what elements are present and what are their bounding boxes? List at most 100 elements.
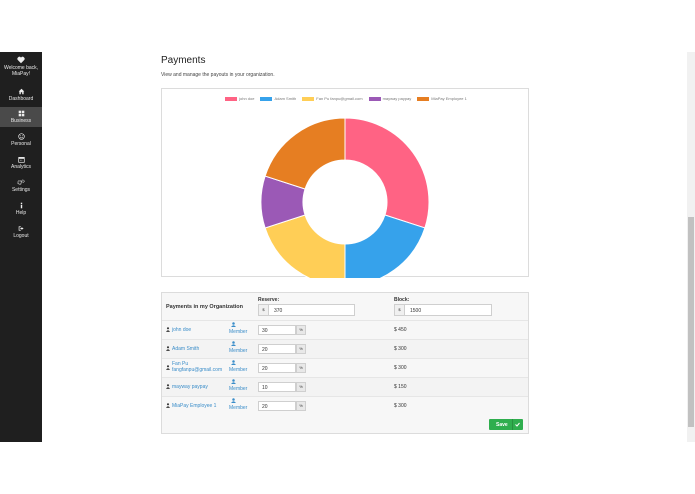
- save-button[interactable]: Save: [489, 419, 523, 430]
- calendar-icon: [17, 157, 25, 163]
- legend-label: Fan Pu fanpu@gmail.com: [316, 96, 363, 101]
- legend-entry[interactable]: john doe: [225, 96, 254, 101]
- sidebar: Welcome back, MiaPay! Dashboard Business…: [0, 52, 42, 442]
- payout-amount: $ 450: [394, 327, 407, 333]
- legend-entry[interactable]: MiaPay Employee 1: [417, 96, 467, 101]
- percent-input[interactable]: 20: [258, 344, 296, 354]
- gears-icon: [17, 179, 25, 185]
- sidebar-item-personal[interactable]: Personal: [0, 131, 42, 149]
- smiley-icon: [17, 133, 25, 140]
- member-icon: [231, 360, 236, 365]
- reserve-input[interactable]: 370: [258, 304, 355, 316]
- sidebar-item-label: Analytics: [10, 164, 31, 170]
- table-row: Adam Smith Member 20% $ 300: [162, 339, 528, 358]
- sidebar-item-label: Dashboard: [8, 96, 34, 102]
- user-name-link[interactable]: Fan Pu fangfanpu@gmail.com: [172, 361, 223, 373]
- legend-swatch: [417, 96, 430, 101]
- user-icon: [166, 327, 170, 332]
- payout-amount: $ 150: [394, 384, 407, 390]
- sidebar-item-dashboard[interactable]: Dashboard: [0, 86, 42, 104]
- percent-input[interactable]: 30: [258, 325, 296, 335]
- member-icon: [231, 341, 236, 346]
- legend-swatch: [260, 96, 273, 101]
- member-icon: [231, 398, 236, 403]
- user-name-link[interactable]: mayway paypay: [172, 384, 208, 390]
- sidebar-item-label: Settings: [11, 187, 31, 193]
- block-currency-addon: $: [394, 304, 405, 316]
- user-icon: [166, 403, 170, 408]
- info-icon: [20, 202, 22, 209]
- save-label: Save: [496, 422, 508, 428]
- payout-amount: $ 300: [394, 346, 407, 352]
- donut-slice[interactable]: [344, 214, 426, 278]
- payments-heading: Payments in my Organization: [166, 304, 244, 310]
- legend-entry[interactable]: mayway paypay: [368, 96, 412, 101]
- sidebar-item-business[interactable]: Business: [0, 107, 42, 127]
- member-badge: Member: [229, 348, 248, 354]
- percent-input[interactable]: 20: [258, 363, 296, 373]
- table-row: mayway paypay Member 10% $ 150: [162, 377, 528, 396]
- payout-amount: $ 300: [394, 403, 407, 409]
- main-content: Payments View and manage the payouts in …: [42, 0, 687, 494]
- member-badge: Member: [229, 367, 248, 373]
- payments-table: Payments in my Organization Reserve: 370…: [161, 292, 529, 434]
- legend-label: mayway paypay: [382, 96, 412, 101]
- legend-label: john doe: [239, 96, 255, 101]
- member-badge: Member: [229, 386, 248, 392]
- sidebar-item-logout[interactable]: Logout: [0, 223, 42, 241]
- chart-legend: john doe Adam Smith Fan Pu fanpu@gmail.com…: [162, 96, 530, 101]
- member-icon: [231, 322, 236, 327]
- reserve-currency-addon: $: [258, 304, 269, 316]
- legend-label: MiaPay Employee 1: [431, 96, 467, 101]
- sidebar-item-settings[interactable]: Settings: [0, 177, 42, 195]
- page-title: Payments: [161, 55, 206, 66]
- user-icon: [166, 384, 170, 389]
- sidebar-item-label: Logout: [13, 233, 29, 239]
- percent-addon: %: [296, 344, 306, 354]
- grid-icon: [18, 110, 24, 117]
- sidebar-item-label: Help: [15, 210, 27, 216]
- legend-entry[interactable]: Adam Smith: [260, 96, 296, 101]
- user-name-link[interactable]: MiaPay Employee 1: [172, 403, 217, 409]
- member-icon: [231, 379, 236, 384]
- user-icon: [166, 346, 170, 351]
- welcome-text: Welcome back,: [3, 65, 39, 71]
- sidebar-item-help[interactable]: Help: [0, 200, 42, 218]
- donut-slice[interactable]: [264, 117, 346, 190]
- member-badge: Member: [229, 329, 248, 335]
- legend-label: Adam Smith: [274, 96, 297, 101]
- legend-swatch: [368, 96, 381, 101]
- percent-input[interactable]: 20: [258, 401, 296, 411]
- page-subtitle: View and manage the payouts in your orga…: [161, 72, 275, 78]
- logout-icon: [18, 226, 24, 231]
- payout-chart: john doe Adam Smith Fan Pu fanpu@gmail.com…: [161, 88, 530, 278]
- heart-icon: [17, 56, 25, 64]
- sidebar-item-label: Business: [10, 118, 32, 124]
- scrollbar-thumb[interactable]: [688, 217, 694, 427]
- user-name-link[interactable]: john doe: [172, 327, 192, 333]
- legend-swatch: [225, 96, 238, 101]
- sidebar-item-label: Personal: [11, 141, 31, 147]
- sidebar-item-analytics[interactable]: Analytics: [0, 154, 42, 172]
- block-input[interactable]: 1500: [394, 304, 492, 316]
- legend-entry[interactable]: Fan Pu fanpu@gmail.com: [302, 96, 363, 101]
- welcome-block: Welcome back, MiaPay!: [0, 56, 42, 82]
- table-row: MiaPay Employee 1 Member 20% $ 300: [162, 396, 528, 415]
- payout-amount: $ 300: [394, 365, 407, 371]
- percent-addon: %: [296, 325, 306, 335]
- user-icon: [166, 365, 170, 370]
- table-row: Fan Pu fangfanpu@gmail.com Member 20% $ 300: [162, 358, 528, 377]
- welcome-user: MiaPay!: [11, 71, 31, 77]
- block-label: Block:: [394, 297, 410, 303]
- check-icon: [515, 422, 520, 427]
- member-badge: Member: [229, 405, 248, 411]
- legend-swatch: [302, 96, 315, 101]
- donut-slice[interactable]: [344, 117, 430, 229]
- percent-input[interactable]: 10: [258, 382, 296, 392]
- user-name-link[interactable]: Adam Smith: [172, 346, 200, 352]
- page-scrollbar[interactable]: [687, 52, 695, 442]
- home-icon: [18, 88, 24, 95]
- percent-addon: %: [296, 401, 306, 411]
- percent-addon: %: [296, 363, 306, 373]
- table-row: john doe Member 30% $ 450: [162, 320, 528, 339]
